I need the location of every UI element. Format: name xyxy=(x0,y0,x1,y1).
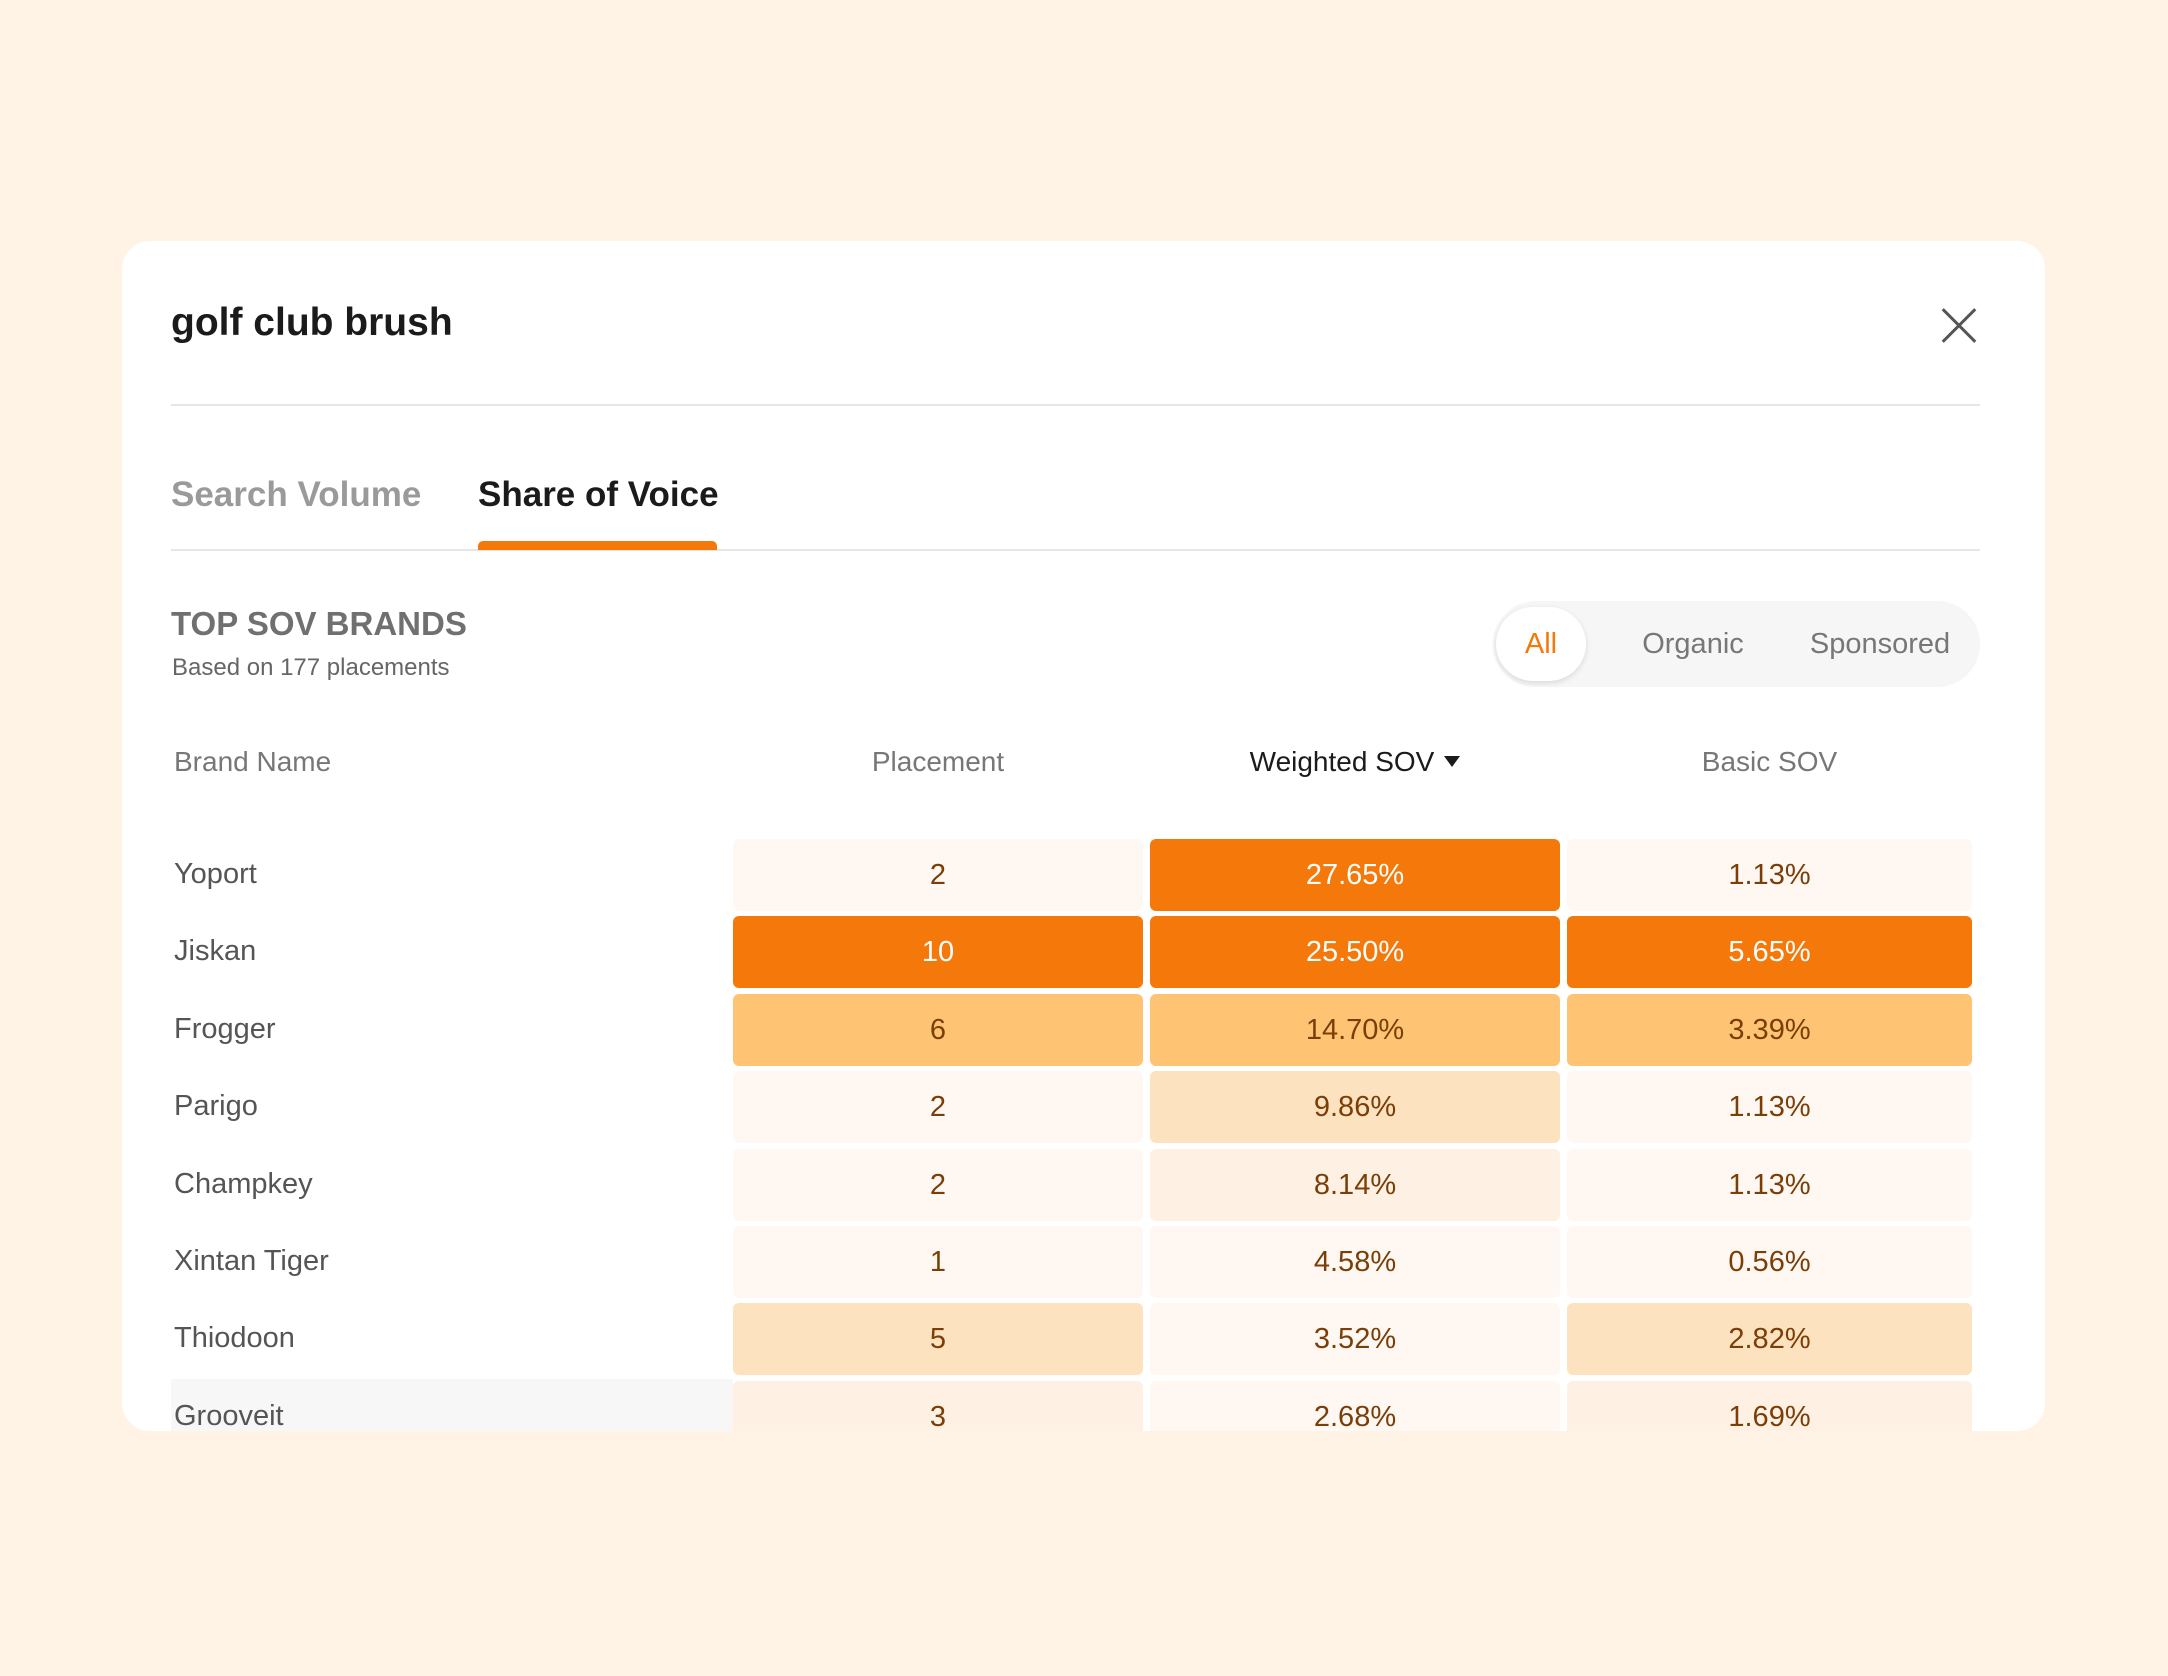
table-cell: 1.13% xyxy=(1567,1071,1972,1144)
column-header[interactable]: Placement xyxy=(871,746,1005,777)
table-cell: 3.52% xyxy=(1150,1303,1560,1376)
table-cell: 9.86% xyxy=(1150,1071,1560,1144)
column-header[interactable]: Basic SOV xyxy=(1701,746,1838,777)
brand-name: Champkey xyxy=(174,1167,313,1200)
table-cell: 2 xyxy=(733,839,1143,911)
tab-divider xyxy=(171,549,1980,551)
filter-option[interactable]: Sponsored xyxy=(1809,628,1951,660)
table-cell: 14.70% xyxy=(1150,993,1560,1066)
filter-option[interactable]: Organic xyxy=(1642,628,1744,660)
filter-control: All Organic Sponsored xyxy=(1493,601,1980,687)
modal-title: golf club brush xyxy=(171,301,453,344)
section-title: TOP SOV BRANDS xyxy=(171,605,467,642)
brand-name: Jiskan xyxy=(174,935,257,968)
table-cell: 8.14% xyxy=(1150,1148,1560,1221)
table-cell: 2 xyxy=(733,1071,1143,1144)
table-cell: 4.58% xyxy=(1150,1226,1560,1298)
divider xyxy=(171,404,1980,406)
filter-option[interactable]: All xyxy=(1496,607,1586,681)
table-cell: 1.13% xyxy=(1567,1148,1972,1221)
table-cell: 27.65% xyxy=(1150,839,1560,911)
table-cell: 6 xyxy=(733,993,1143,1066)
table-cell: 2.82% xyxy=(1567,1303,1972,1376)
tab[interactable]: Share of Voice xyxy=(478,475,719,514)
brand-name: Parigo xyxy=(174,1090,258,1123)
table-cell: 0.56% xyxy=(1567,1226,1972,1298)
brand-name: Frogger xyxy=(174,1012,276,1045)
brand-name: Xintan Tiger xyxy=(174,1245,329,1277)
row-hover xyxy=(171,1378,733,1431)
table-cell: 10 xyxy=(733,916,1143,989)
table-cell: 1.13% xyxy=(1567,839,1972,911)
section-subtitle: Based on 177 placements xyxy=(172,654,450,681)
modal: golf club brush TOP SOV BRANDS Based on … xyxy=(122,241,2045,1431)
tab-indicator xyxy=(478,541,717,550)
table-cell: 5.65% xyxy=(1567,916,1972,989)
table-cell: 1.69% xyxy=(1567,1380,1972,1431)
sort-indicator xyxy=(1444,756,1461,767)
table-cell: 2.68% xyxy=(1150,1380,1560,1431)
table-cell: 2 xyxy=(733,1148,1143,1221)
table-cell: 5 xyxy=(733,1303,1143,1376)
tab[interactable]: Search Volume xyxy=(171,475,422,514)
brand-name: Grooveit xyxy=(174,1399,284,1431)
table-cell: 3.39% xyxy=(1567,993,1972,1066)
close-button[interactable] xyxy=(1940,307,1976,343)
brand-name: Yoport xyxy=(174,858,257,890)
table-cell: 1 xyxy=(733,1226,1143,1298)
column-header[interactable]: Brand Name xyxy=(174,746,332,777)
column-header[interactable]: Weighted SOV xyxy=(1150,746,1560,778)
brand-name: Thiodoon xyxy=(174,1322,295,1355)
table-cell: 25.50% xyxy=(1150,916,1560,989)
table-cell: 3 xyxy=(733,1380,1143,1431)
